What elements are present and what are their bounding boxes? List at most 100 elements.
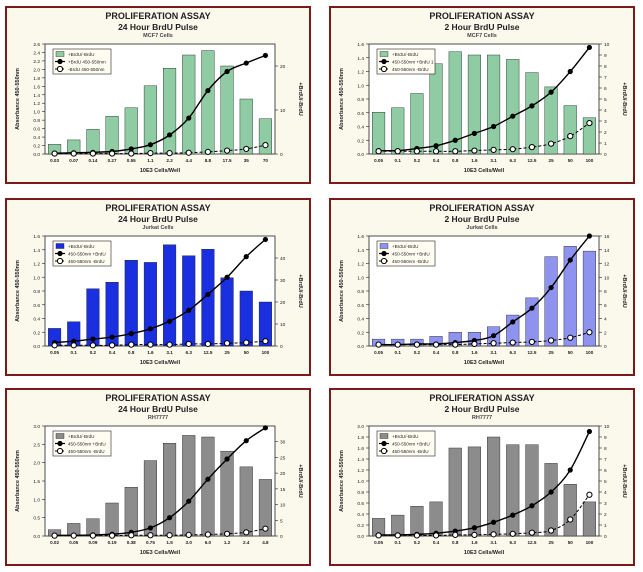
legend-label: 450-550nm -BrdU: [392, 449, 429, 454]
data-point-minus-brdu: [51, 342, 58, 349]
data-point-plus-brdu: [224, 274, 230, 280]
data-point-minus-brdu: [243, 339, 250, 346]
x-tick-label: 25: [225, 350, 231, 355]
data-point-plus-brdu: [224, 456, 230, 462]
data-point-plus-brdu: [128, 146, 134, 152]
data-point-minus-brdu: [262, 142, 269, 149]
data-point-plus-brdu: [452, 137, 458, 143]
x-tick-label: 1.5: [166, 540, 173, 545]
data-point-plus-brdu: [147, 142, 154, 148]
y-tick-label: 0.2: [33, 144, 40, 150]
legend-label: 450-550nm +BrdU 1: [392, 59, 434, 64]
y-tick-label: 0.4: [33, 135, 40, 141]
chart-cell-line: RH7777: [471, 415, 493, 421]
data-point-plus-brdu: [186, 498, 192, 504]
x-tick-label: 12.5: [527, 350, 536, 355]
y-tick-label: 1.0: [357, 83, 364, 89]
bar: [239, 466, 253, 537]
data-point-minus-brdu: [375, 532, 382, 539]
y-tick-label: 0.6: [357, 111, 364, 117]
data-point-plus-brdu: [166, 318, 173, 324]
y-tick-label: 1.2: [357, 468, 364, 474]
legend-label: -BrdU 450-550nm: [68, 67, 105, 72]
y-axis-label: Absorbance 450-550nm: [15, 68, 21, 130]
y-tick-label: 0.8: [357, 97, 364, 103]
chart-svg: 0.00.20.40.60.81.01.21.41.60123456789100…: [339, 42, 627, 174]
y2-tick-label: 7: [604, 457, 607, 463]
chart-cell-line: RH7777: [147, 415, 169, 421]
x-tick-label: 17.5: [223, 158, 232, 163]
x-tick-label: 0.4: [433, 350, 440, 355]
data-point-minus-brdu: [509, 146, 516, 153]
legend-label: +BrdU/-BrdU: [392, 244, 418, 249]
y2-tick-label: 5: [604, 479, 607, 485]
x-tick-label: 25: [549, 540, 555, 545]
x-tick-label: 25: [549, 350, 555, 355]
legend-label: 450-550nm -BrdU: [392, 259, 429, 264]
y2-tick-label: 14: [604, 248, 610, 254]
x-tick-label: 100: [262, 350, 270, 355]
legend-label: +BrdU/-BrdU: [392, 52, 418, 57]
data-point-plus-brdu: [243, 254, 249, 260]
chart-legend: +BrdU/-BrdU +BrdU 450-550nm -BrdU 450-550n…: [52, 48, 112, 75]
legend-swatch-bar: [379, 243, 389, 249]
legend-swatch-marker: [56, 65, 64, 73]
y2-tick-label: 8: [604, 64, 607, 70]
x-tick-label: 2.2: [166, 158, 173, 163]
bar: [220, 65, 234, 155]
bar: [105, 502, 119, 537]
data-point-minus-brdu: [452, 341, 459, 348]
data-point-minus-brdu: [147, 341, 154, 348]
y-tick-label: 1.6: [33, 84, 40, 90]
y2-tick-label: 10: [604, 424, 610, 430]
y2-tick-label: 1: [604, 141, 607, 147]
y2-tick-label: 20: [280, 300, 286, 306]
y-tick-label: 0.4: [357, 317, 364, 323]
data-point-minus-brdu: [547, 337, 555, 344]
data-point-minus-brdu: [394, 341, 401, 348]
legend-label: +BrdU/-BrdU: [68, 434, 94, 439]
legend-label: 450-550nm +BrdU: [68, 251, 106, 256]
x-tick-label: 0.8: [452, 540, 459, 545]
bar: [201, 436, 215, 537]
y-tick-label: 0.0: [357, 152, 364, 158]
y2-tick-label: 10: [280, 322, 286, 328]
data-point-minus-brdu: [490, 146, 497, 153]
y-axis-label: Absorbance 450-550nm: [15, 450, 21, 512]
y2-tick-label: 10: [280, 108, 286, 114]
y2-tick-label: 4: [604, 108, 607, 114]
x-tick-label: 1.1: [147, 158, 154, 163]
x-tick-label: 0.05: [374, 350, 383, 355]
chart-cell-line: MCF7 Cells: [467, 33, 497, 39]
data-point-plus-brdu: [510, 113, 516, 119]
y-tick-label: 0.2: [33, 330, 40, 336]
x-tick-label: 50: [568, 540, 574, 545]
x-tick-label: 6.3: [510, 158, 517, 163]
bar: [258, 479, 272, 537]
x-tick-label: 0.05: [374, 158, 383, 163]
chart-panel-6: PROLIFERATION ASSAY 2 Hour BrdU Pulse RH…: [329, 388, 635, 566]
data-point-minus-brdu: [375, 148, 382, 155]
chart-title: PROLIFERATION ASSAY: [429, 393, 535, 403]
data-point-plus-brdu: [567, 68, 573, 75]
bar: [544, 256, 558, 347]
y-axis-label: Absorbance 450-550nm: [339, 68, 345, 130]
x-tick-label: 0.05: [50, 350, 59, 355]
bar: [220, 277, 234, 347]
x-tick-label: 0.8: [452, 350, 459, 355]
data-point-minus-brdu: [185, 149, 192, 156]
x-tick-label: 0.8: [128, 350, 135, 355]
bar: [105, 115, 119, 155]
y2-tick-label: 40: [280, 256, 286, 262]
legend-swatch-marker: [57, 58, 63, 65]
x-tick-label: 0.4: [433, 540, 440, 545]
data-point-minus-brdu: [509, 530, 516, 537]
data-point-plus-brdu: [567, 467, 573, 473]
legend-label: 450-550nm -BrdU: [392, 67, 429, 72]
x-axis-label: 10E3 Cells/Well: [140, 360, 181, 366]
data-point-plus-brdu: [529, 503, 535, 509]
chart-title: PROLIFERATION ASSAY: [105, 393, 211, 403]
x-tick-label: 0.14: [88, 158, 97, 163]
x-tick-label: 0.19: [108, 540, 117, 545]
data-point-minus-brdu: [528, 144, 536, 151]
